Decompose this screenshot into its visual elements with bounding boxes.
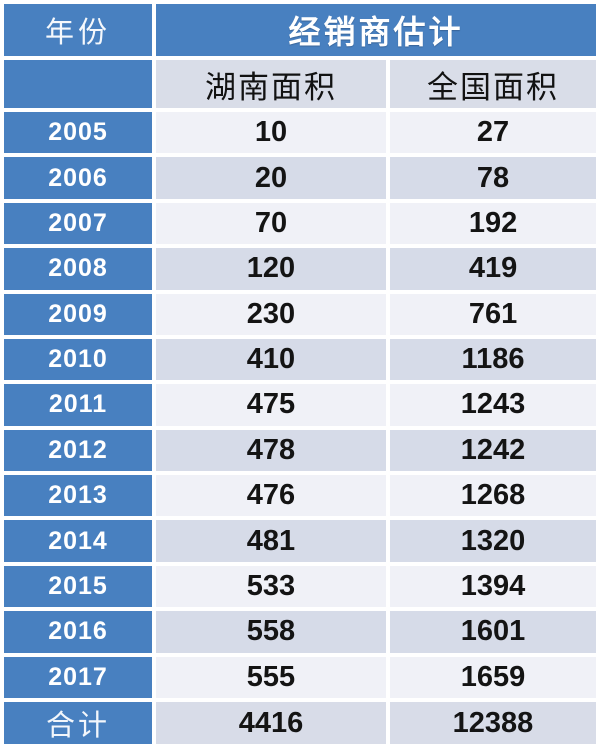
hunan-value-cell: 410 — [156, 338, 386, 381]
national-value-cell: 1320 — [390, 520, 597, 562]
table-row: 2009 230 761 — [4, 293, 597, 335]
year-cell: 2013 — [4, 475, 152, 517]
table-head: 年份 经销商估计 湖南面积 全国面积 — [4, 4, 597, 108]
year-cell: 2014 — [4, 520, 152, 562]
hunan-value-cell: 481 — [156, 520, 386, 562]
national-value-cell: 1243 — [390, 384, 597, 426]
national-value-cell: 1268 — [390, 475, 597, 517]
national-value-cell: 1242 — [390, 429, 597, 471]
year-cell: 2009 — [4, 293, 152, 335]
header-row: 年份 经销商估计 — [4, 4, 597, 56]
hunan-value-cell: 533 — [156, 565, 386, 608]
table-row: 2015 533 1394 — [4, 565, 597, 608]
year-cell: 2011 — [4, 384, 152, 426]
table-row: 2016 558 1601 — [4, 611, 597, 653]
national-value-cell: 27 — [390, 112, 597, 154]
table-foot: 合计 4416 12388 — [4, 702, 597, 744]
hunan-value-cell: 558 — [156, 611, 386, 653]
national-value-cell: 78 — [390, 157, 597, 199]
hunan-value-cell: 120 — [156, 248, 386, 290]
table-row: 2012 478 1242 — [4, 429, 597, 471]
year-cell: 2015 — [4, 565, 152, 608]
table-body: 2005 10 27 2006 20 78 2007 70 192 2008 1… — [4, 112, 597, 698]
subheader-national-cell: 全国面积 — [390, 60, 597, 108]
table-row: 2006 20 78 — [4, 157, 597, 199]
hunan-value-cell: 555 — [156, 656, 386, 698]
hunan-value-cell: 70 — [156, 202, 386, 245]
year-cell: 2007 — [4, 202, 152, 245]
year-cell: 2017 — [4, 656, 152, 698]
year-cell: 2010 — [4, 338, 152, 381]
table-row: 2007 70 192 — [4, 202, 597, 245]
subheader-row: 湖南面积 全国面积 — [4, 60, 597, 108]
table-row: 2013 476 1268 — [4, 475, 597, 517]
year-cell: 2012 — [4, 429, 152, 471]
hunan-value-cell: 475 — [156, 384, 386, 426]
total-label-cell: 合计 — [4, 702, 152, 744]
hunan-value-cell: 230 — [156, 293, 386, 335]
total-national-cell: 12388 — [390, 702, 597, 744]
table-row: 2011 475 1243 — [4, 384, 597, 426]
table-row: 2010 410 1186 — [4, 338, 597, 381]
national-value-cell: 1601 — [390, 611, 597, 653]
table-row: 2005 10 27 — [4, 112, 597, 154]
hunan-value-cell: 476 — [156, 475, 386, 517]
year-cell: 2016 — [4, 611, 152, 653]
national-value-cell: 1186 — [390, 338, 597, 381]
hunan-value-cell: 10 — [156, 112, 386, 154]
national-value-cell: 761 — [390, 293, 597, 335]
national-value-cell: 419 — [390, 248, 597, 290]
hunan-value-cell: 20 — [156, 157, 386, 199]
subheader-hunan-cell: 湖南面积 — [156, 60, 386, 108]
national-value-cell: 192 — [390, 202, 597, 245]
national-value-cell: 1394 — [390, 565, 597, 608]
hunan-value-cell: 478 — [156, 429, 386, 471]
year-cell: 2005 — [4, 112, 152, 154]
total-hunan-cell: 4416 — [156, 702, 386, 744]
total-row: 合计 4416 12388 — [4, 702, 597, 744]
subheader-year-spacer — [4, 60, 152, 108]
year-header-cell: 年份 — [4, 4, 152, 56]
table-row: 2014 481 1320 — [4, 520, 597, 562]
year-cell: 2008 — [4, 248, 152, 290]
group-header-cell: 经销商估计 — [156, 4, 597, 56]
national-value-cell: 1659 — [390, 656, 597, 698]
table-row: 2008 120 419 — [4, 248, 597, 290]
year-cell: 2006 — [4, 157, 152, 199]
table-row: 2017 555 1659 — [4, 656, 597, 698]
